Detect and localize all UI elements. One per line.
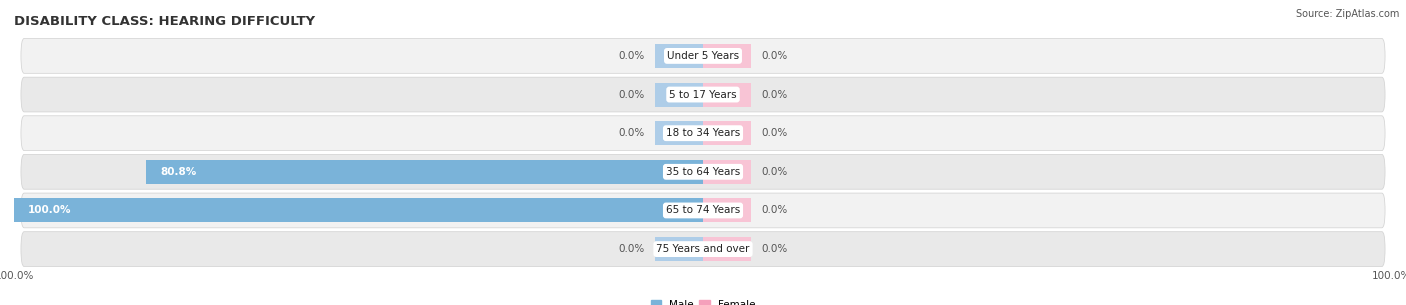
Bar [14,199,703,222]
Bar [655,44,703,68]
Text: 0.0%: 0.0% [619,90,644,99]
Bar [703,83,751,106]
Legend: Male, Female: Male, Female [647,296,759,305]
Bar [655,121,703,145]
Text: 0.0%: 0.0% [619,244,644,254]
Text: 0.0%: 0.0% [762,167,787,177]
Text: 18 to 34 Years: 18 to 34 Years [666,128,740,138]
Text: 0.0%: 0.0% [619,128,644,138]
FancyBboxPatch shape [21,193,1385,228]
Bar [703,237,751,261]
Text: 0.0%: 0.0% [762,244,787,254]
Text: DISABILITY CLASS: HEARING DIFFICULTY: DISABILITY CLASS: HEARING DIFFICULTY [14,16,315,28]
Text: 0.0%: 0.0% [619,51,644,61]
Text: 65 to 74 Years: 65 to 74 Years [666,206,740,215]
Bar [146,160,703,184]
FancyBboxPatch shape [21,116,1385,151]
Text: 100.0%: 100.0% [28,206,72,215]
Text: 80.8%: 80.8% [160,167,197,177]
Bar [703,199,751,222]
Text: 35 to 64 Years: 35 to 64 Years [666,167,740,177]
FancyBboxPatch shape [21,154,1385,189]
Text: 75 Years and over: 75 Years and over [657,244,749,254]
Text: 0.0%: 0.0% [762,128,787,138]
FancyBboxPatch shape [21,38,1385,73]
Text: 0.0%: 0.0% [762,51,787,61]
Bar [703,121,751,145]
Bar [703,44,751,68]
Bar [655,237,703,261]
Text: 0.0%: 0.0% [762,90,787,99]
Text: 5 to 17 Years: 5 to 17 Years [669,90,737,99]
Text: 0.0%: 0.0% [762,206,787,215]
Bar [703,160,751,184]
Bar [655,83,703,106]
FancyBboxPatch shape [21,232,1385,267]
Text: Source: ZipAtlas.com: Source: ZipAtlas.com [1295,9,1399,19]
Text: Under 5 Years: Under 5 Years [666,51,740,61]
FancyBboxPatch shape [21,77,1385,112]
